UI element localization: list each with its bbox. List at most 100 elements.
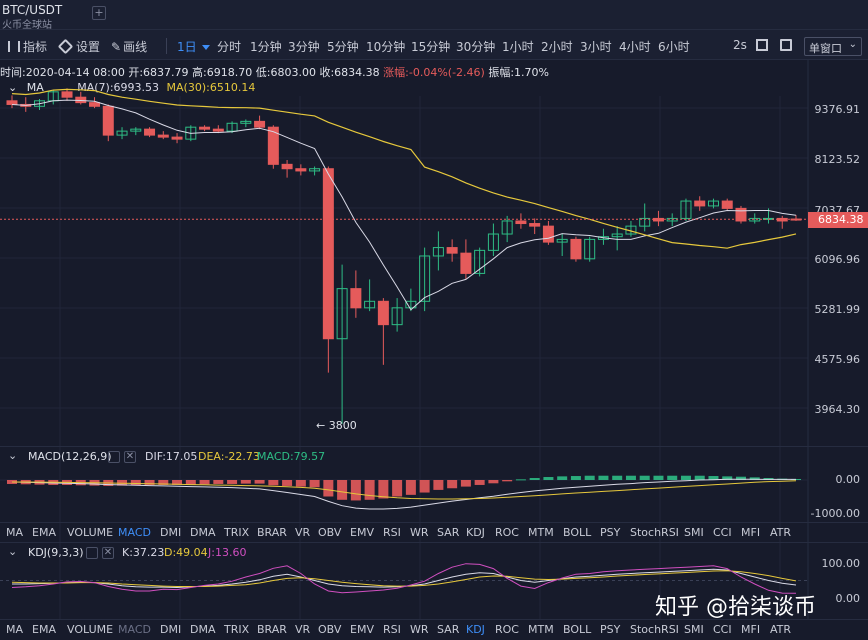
indicator-tab-atr[interactable]: ATR xyxy=(770,623,792,636)
indicator-tab-trix[interactable]: TRIX xyxy=(224,623,250,636)
candle-body xyxy=(584,238,596,260)
tab-btc-usdt[interactable]: BTC/USDT 火币全球站 xyxy=(2,2,86,31)
kdj-close-icon[interactable]: ✕ xyxy=(102,547,114,559)
indicator-tab-wr[interactable]: WR xyxy=(410,526,429,539)
indicator-tab-psy[interactable]: PSY xyxy=(600,526,621,539)
ma-label: MA xyxy=(26,81,44,94)
indicator-tab-macd[interactable]: MACD xyxy=(118,526,151,539)
indicator-tab-ma[interactable]: MA xyxy=(6,623,24,636)
indicator-tab-ema[interactable]: EMA xyxy=(32,623,56,636)
indicator-tab-sar[interactable]: SAR xyxy=(437,526,460,539)
indicator-tab-brar[interactable]: BRAR xyxy=(257,526,287,539)
macd-bar xyxy=(419,480,430,493)
ohlc-change: 涨幅:-0.04%(-2.46) xyxy=(383,66,485,79)
indicator-tab-mtm[interactable]: MTM xyxy=(528,526,554,539)
indicator-tab-boll[interactable]: BOLL xyxy=(563,623,592,636)
indicator-tab-obv[interactable]: OBV xyxy=(318,526,342,539)
macd-bar xyxy=(433,480,444,490)
indicator-tab-sar[interactable]: SAR xyxy=(437,623,460,636)
indicator-tab-smi[interactable]: SMI xyxy=(684,526,704,539)
indicator-tab-dma[interactable]: DMA xyxy=(190,623,216,636)
indicator-tab-smi[interactable]: SMI xyxy=(684,623,704,636)
indicator-tab-cci[interactable]: CCI xyxy=(713,526,732,539)
macd-bar xyxy=(488,480,499,484)
macd-close-icon[interactable]: ✕ xyxy=(124,451,136,463)
interval-1m[interactable]: 1分钟 xyxy=(250,40,282,54)
indicator-tab-kdj[interactable]: KDJ xyxy=(466,623,485,636)
indicator-tab-stochrsi[interactable]: StochRSI xyxy=(630,623,679,636)
indicator-button[interactable]: 指标 xyxy=(8,38,47,55)
indicator-tab-ema[interactable]: EMA xyxy=(32,526,56,539)
indicator-tab-cci[interactable]: CCI xyxy=(713,623,732,636)
indicator-tab-volume[interactable]: VOLUME xyxy=(67,623,114,636)
indicator-tab-volume[interactable]: VOLUME xyxy=(67,526,114,539)
fullscreen-icon[interactable] xyxy=(756,39,768,51)
window-mode-select[interactable]: 单窗口 ⌄ xyxy=(804,37,862,56)
indicator-tab-roc[interactable]: ROC xyxy=(495,526,519,539)
indicator-tab-rsi[interactable]: RSI xyxy=(383,623,401,636)
interval-3m[interactable]: 3分钟 xyxy=(288,40,320,54)
macd-bar xyxy=(584,475,595,480)
indicator-tab-emv[interactable]: EMV xyxy=(350,623,374,636)
indicator-tab-boll[interactable]: BOLL xyxy=(563,526,592,539)
candle-body xyxy=(432,247,444,257)
macd-value: MACD:79.57 xyxy=(257,450,326,463)
indicator-tab-kdj[interactable]: KDJ xyxy=(466,526,485,539)
indicator-tab-rsi[interactable]: RSI xyxy=(383,526,401,539)
macd-dea-line xyxy=(12,480,797,500)
macd-bar xyxy=(557,476,568,480)
macd-bar xyxy=(144,480,155,485)
indicator-tab-macd[interactable]: MACD xyxy=(118,623,151,636)
indicator-tab-dmi[interactable]: DMI xyxy=(160,526,182,539)
collapse-chevron-icon[interactable]: ⌄ xyxy=(8,545,18,558)
interval-2h[interactable]: 2小时 xyxy=(541,40,573,54)
indicator-tab-wr[interactable]: WR xyxy=(410,623,429,636)
macd-bar xyxy=(309,480,320,488)
interval-timeshare[interactable]: 分时 xyxy=(217,40,242,54)
interval-4h[interactable]: 4小时 xyxy=(619,40,651,54)
ma7-line xyxy=(11,99,797,311)
indicator-tab-stochrsi[interactable]: StochRSI xyxy=(630,526,679,539)
collapse-chevron-icon[interactable]: ⌄ xyxy=(8,449,18,462)
indicator-tab-dma[interactable]: DMA xyxy=(190,526,216,539)
indicator-tab-brar[interactable]: BRAR xyxy=(257,623,287,636)
interval-1d[interactable]: 1日 xyxy=(177,38,210,55)
indicator-tab-psy[interactable]: PSY xyxy=(600,623,621,636)
indicator-tab-mtm[interactable]: MTM xyxy=(528,623,554,636)
indicator-tab-vr[interactable]: VR xyxy=(295,623,311,636)
candle-body xyxy=(130,128,142,132)
interval-30m[interactable]: 30分钟 xyxy=(456,40,496,54)
indicator-tab-mfi[interactable]: MFI xyxy=(741,526,761,539)
interval-1h[interactable]: 1小时 xyxy=(502,40,534,54)
indicator-tab-obv[interactable]: OBV xyxy=(318,623,342,636)
draw-button[interactable]: ✎ 画线 xyxy=(111,38,147,55)
interval-15m[interactable]: 15分钟 xyxy=(411,40,451,54)
macd-dif: DIF:17.05 xyxy=(145,450,198,463)
interval-3h[interactable]: 3小时 xyxy=(580,40,612,54)
indicator-tab-atr[interactable]: ATR xyxy=(770,526,792,539)
candle-body xyxy=(474,249,486,274)
add-tab-button[interactable]: + xyxy=(92,6,106,20)
indicator-tab-dmi[interactable]: DMI xyxy=(160,623,182,636)
candle-body xyxy=(61,91,73,98)
interval-10m[interactable]: 10分钟 xyxy=(366,40,406,54)
macd-settings-icon[interactable] xyxy=(108,451,120,463)
interval-5m[interactable]: 5分钟 xyxy=(327,40,359,54)
indicator-tab-emv[interactable]: EMV xyxy=(350,526,374,539)
macd-bar xyxy=(295,480,306,487)
macd-label: MACD(12,26,9) xyxy=(28,450,112,463)
refresh-rate[interactable]: 2s xyxy=(733,38,747,52)
indicator-tab-ma[interactable]: MA xyxy=(6,526,24,539)
indicator-tab-vr[interactable]: VR xyxy=(295,526,311,539)
kdj-settings-icon[interactable] xyxy=(86,547,98,559)
tab-bar: BTC/USDT 火币全球站 + xyxy=(0,0,868,31)
indicator-tab-mfi[interactable]: MFI xyxy=(741,623,761,636)
macd-bar xyxy=(474,480,485,485)
indicator-tab-roc[interactable]: ROC xyxy=(495,623,519,636)
settings-button[interactable]: 设置 xyxy=(57,38,100,55)
collapse-chevron-icon[interactable]: ⌄ xyxy=(8,81,18,94)
interval-6h[interactable]: 6小时 xyxy=(658,40,690,54)
indicator-tab-trix[interactable]: TRIX xyxy=(224,526,250,539)
expand-icon[interactable] xyxy=(780,39,792,51)
